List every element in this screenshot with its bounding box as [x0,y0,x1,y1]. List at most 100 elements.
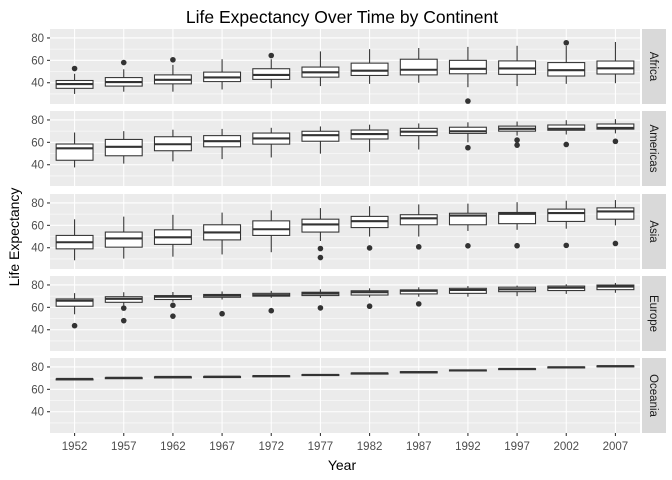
box-americas-1962 [153,129,192,162]
outlier-point [514,242,520,249]
facet-strip [642,29,666,104]
outlier-point [563,39,570,46]
box-iqr [596,207,635,220]
outlier-point [465,144,471,151]
outlier-point [415,244,422,250]
outlier-point [317,254,324,261]
panel-background [50,276,640,351]
box-africa-1987 [399,48,438,83]
box-iqr [55,298,94,307]
box-iqr [301,130,340,142]
y-tick-label: 40 [31,160,44,172]
facet-asia: 40 60 80 Asia [31,194,666,269]
box-africa-1997 [498,45,537,87]
box-iqr [252,220,291,236]
box-europe-1987 [399,287,438,307]
facet-strip-label: Asia [647,220,659,243]
box-iqr [55,143,94,161]
x-tick-label: 2007 [603,441,629,453]
outlier-point [120,305,127,311]
y-tick-label: 40 [31,407,44,419]
outlier-point [219,310,225,317]
panel-background [50,29,640,104]
y-tick-label: 80 [31,280,44,292]
outlier-point [514,142,520,148]
outlier-point [268,52,275,59]
x-tick-label: 1972 [258,441,284,453]
box-asia-1987 [399,204,438,250]
outlier-point [268,307,275,314]
box-africa-1967 [203,59,242,90]
outlier-point [120,59,127,66]
box-europe-1977 [301,289,340,311]
box-africa-2002 [547,39,586,84]
panel-background [50,111,640,186]
box-americas-1997 [498,121,537,148]
x-tick-label: 1957 [111,441,137,453]
y-tick-label: 40 [31,243,44,255]
box-africa-1992 [448,46,487,104]
outlier-point [612,138,619,145]
box-asia-1972 [252,210,291,253]
outlier-point [514,137,520,143]
box-europe-1997 [498,285,537,297]
y-tick-label: 80 [31,115,44,127]
chart-title: Life Expectancy Over Time by Continent [186,7,498,27]
box-iqr [350,62,389,76]
box-iqr [399,214,438,226]
facet-panels: 40 60 80 Africa 40 60 80 Americas 40 60 80 Asia 40 60… [31,29,666,433]
box-americas-1982 [350,124,389,152]
x-tick-label: 1952 [62,441,88,453]
box-americas-1992 [448,122,487,151]
box-oceania-1977 [301,373,340,377]
box-oceania-1987 [399,371,438,374]
box-asia-1957 [104,216,143,259]
facet-strip-label: Oceania [647,374,659,417]
outlier-point [317,245,324,252]
box-oceania-1997 [498,367,537,371]
y-tick-label: 60 [31,302,44,314]
facet-strip [642,276,666,351]
box-asia-1997 [498,202,537,249]
outlier-point [465,98,471,104]
panel-background [50,194,640,269]
y-axis-title: Life Expectancy [6,188,22,287]
outlier-point [612,240,619,247]
box-iqr [104,231,143,248]
outlier-point [415,301,422,307]
box-americas-2007 [596,119,635,145]
box-americas-1972 [252,127,291,158]
box-oceania-1952 [55,377,94,381]
x-axis: 1952 1957 1962 1967 1972 1977 1982 1987 1992 1997… [62,433,628,453]
box-asia-1977 [301,208,340,261]
outlier-point [170,302,176,309]
box-asia-1952 [55,219,94,261]
box-americas-1967 [203,128,242,160]
y-tick-label: 60 [31,137,44,149]
facet-strip-label: Africa [647,52,659,82]
y-tick-label: 40 [31,78,44,90]
x-tick-label: 1992 [455,441,481,453]
box-iqr [448,59,487,75]
box-africa-2007 [596,41,635,84]
outlier-point [563,242,570,249]
y-tick-label: 80 [31,33,44,45]
x-tick-label: 1982 [357,441,383,453]
facet-strip [642,358,666,433]
box-africa-1982 [350,49,389,84]
box-iqr [547,208,586,222]
box-asia-1982 [350,206,389,251]
facet-strip [642,111,666,186]
box-iqr [301,218,340,233]
box-oceania-1962 [153,375,192,379]
y-tick-label: 60 [31,55,44,67]
box-europe-1972 [252,290,291,314]
box-oceania-1982 [350,372,389,375]
facet-americas: 40 60 80 Americas [31,111,666,186]
y-tick-label: 80 [31,362,44,374]
outlier-point [366,303,373,310]
facet-strip [642,194,666,269]
box-oceania-1992 [448,369,487,372]
outlier-point [317,305,324,311]
